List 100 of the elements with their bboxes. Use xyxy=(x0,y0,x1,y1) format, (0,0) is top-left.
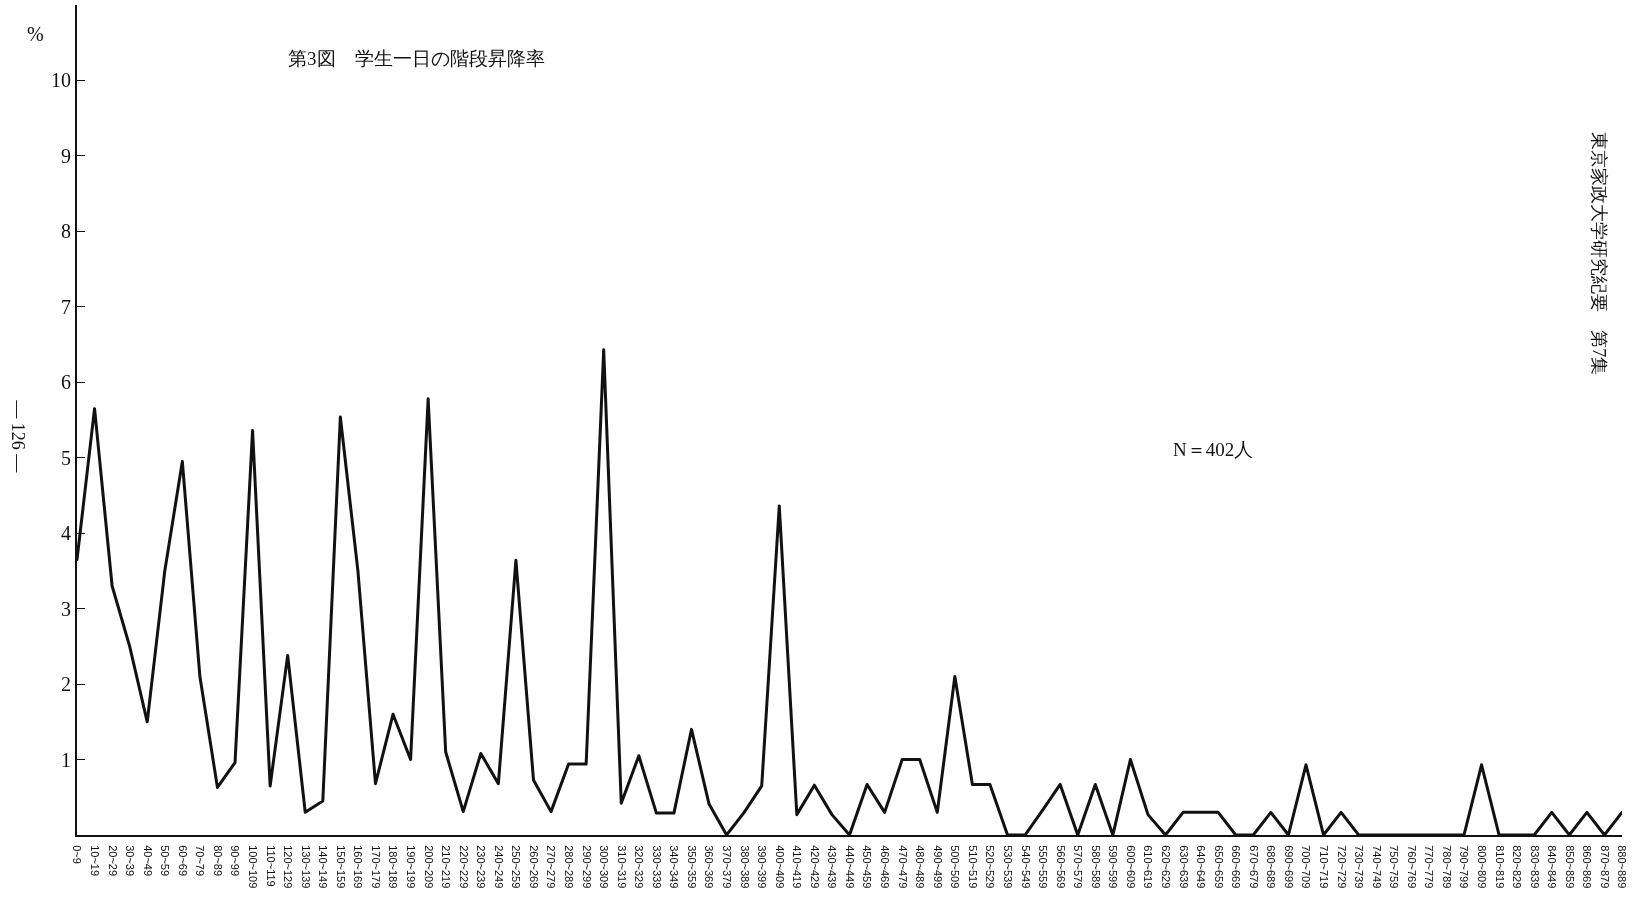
x-tick-label: 130~139 xyxy=(299,845,312,889)
x-tick-label: 100~109 xyxy=(247,845,259,889)
y-tick-label: 8 xyxy=(61,220,71,243)
annotation: 東京家政大学研究紀要 第7集 xyxy=(1588,132,1609,376)
x-tick-label: 690~699 xyxy=(1282,845,1295,889)
y-axis-title: % xyxy=(27,23,44,45)
x-tick-label: 660~669 xyxy=(1230,845,1243,889)
x-tick-label: 530~539 xyxy=(1001,845,1014,889)
x-tick-label: 450~459 xyxy=(861,845,874,889)
text: 第3図 学生一日の階段昇降率 xyxy=(288,48,545,69)
x-tick-label: 620~629 xyxy=(1159,845,1172,889)
x-tick-label: 760~769 xyxy=(1405,845,1418,889)
x-tick-label: 80~89 xyxy=(211,845,224,877)
x-tick-label: 740~749 xyxy=(1370,845,1383,889)
x-tick-label: 460~469 xyxy=(879,845,892,889)
x-tick-label: 60~69 xyxy=(176,845,189,877)
x-tick-label: 330~339 xyxy=(650,845,663,889)
annotation: N＝402人 xyxy=(1173,439,1254,460)
x-tick-label: 590~599 xyxy=(1107,845,1120,889)
x-tick-label: 190~199 xyxy=(405,845,417,889)
x-tick-label: 790~799 xyxy=(1458,845,1471,889)
x-tick-label: 180~189 xyxy=(387,845,400,889)
x-tick-label: 370~379 xyxy=(721,845,734,889)
x-tick-label: 610~619 xyxy=(1142,845,1155,889)
x-tick-label: 510~519 xyxy=(966,845,979,889)
x-tick-label: 20~29 xyxy=(106,845,119,877)
x-tick-label: 810~819 xyxy=(1493,845,1506,889)
x-tick-label: 470~479 xyxy=(896,845,909,889)
x-tick-label: 320~329 xyxy=(633,845,646,889)
x-tick-label: 250~259 xyxy=(510,845,523,889)
x-tick-label: 440~449 xyxy=(843,845,856,889)
x-tick-label: 870~879 xyxy=(1598,845,1611,889)
x-tick-label: 170~179 xyxy=(369,845,382,889)
x-tick-label: 770~779 xyxy=(1423,845,1436,889)
x-tick-label: 520~529 xyxy=(984,845,997,889)
x-tick-label: 860~869 xyxy=(1581,845,1594,889)
x-tick-label: 480~489 xyxy=(914,845,927,889)
y-tick-label: 3 xyxy=(61,597,71,620)
y-tick-label: 10 xyxy=(51,69,71,92)
x-tick-label: 360~369 xyxy=(703,845,716,889)
x-tick-label: 840~849 xyxy=(1546,845,1559,889)
x-tick-label: 400~409 xyxy=(773,845,786,889)
x-tick-label: 600~609 xyxy=(1124,845,1137,889)
x-tick-label: 270~279 xyxy=(545,845,558,889)
x-tick-label: 210~219 xyxy=(440,845,453,889)
x-tick-label: 160~169 xyxy=(352,845,365,889)
y-tick-label: 5 xyxy=(61,446,71,469)
y-tick-label: 9 xyxy=(61,144,71,167)
x-tick-label: 410~419 xyxy=(791,845,804,889)
x-tick-label: 830~839 xyxy=(1528,845,1541,889)
y-tick-label: 4 xyxy=(61,522,71,545)
y-tick-label: 1 xyxy=(61,748,71,771)
x-tick-label: 290~299 xyxy=(580,845,593,889)
x-tick-label: 30~39 xyxy=(124,845,137,877)
x-tick-label: 560~569 xyxy=(1054,845,1067,889)
x-tick-label: 680~689 xyxy=(1265,845,1278,889)
x-tick-label: 800~809 xyxy=(1475,845,1488,889)
x-tick-label: 430~439 xyxy=(826,845,839,889)
x-tick-label: 340~349 xyxy=(668,845,681,889)
x-tick-label: 230~239 xyxy=(475,845,488,889)
x-tick-label: 780~789 xyxy=(1440,845,1453,889)
x-tick-label: 260~269 xyxy=(527,845,540,889)
x-tick-label: 70~79 xyxy=(194,845,207,877)
x-tick-label: 540~549 xyxy=(1019,845,1032,889)
x-tick-label: 310~319 xyxy=(615,845,628,889)
x-tick-label: 570~579 xyxy=(1072,845,1085,889)
x-tick-label: 380~389 xyxy=(738,845,751,889)
x-tick-label: 640~649 xyxy=(1195,845,1208,889)
x-tick-label: 90~99 xyxy=(229,845,242,877)
y-tick-label: 7 xyxy=(61,295,71,318)
x-tick-label: 880~889 xyxy=(1616,845,1629,889)
x-tick-label: 110~119 xyxy=(264,845,277,887)
x-tick-label: 710~719 xyxy=(1317,845,1330,889)
x-tick-label: 730~739 xyxy=(1353,845,1366,889)
x-tick-label: 120~129 xyxy=(282,845,295,889)
x-tick-label: 820~829 xyxy=(1511,845,1524,889)
x-tick-label: 420~429 xyxy=(808,845,821,889)
x-tick-label: 490~499 xyxy=(931,845,944,889)
x-tick-label: 550~559 xyxy=(1037,845,1050,889)
x-tick-label: 720~729 xyxy=(1335,845,1348,889)
x-tick-label: 220~229 xyxy=(457,845,470,889)
x-tick-label: 280~289 xyxy=(563,845,576,889)
x-tick-label: 40~49 xyxy=(141,845,154,877)
x-tick-label: 50~59 xyxy=(159,845,172,877)
x-tick-label: 390~399 xyxy=(756,845,769,889)
x-tick-label: 500~509 xyxy=(949,845,962,889)
x-tick-label: 0~9 xyxy=(71,845,84,864)
x-tick-label: 630~639 xyxy=(1177,845,1190,889)
x-tick-label: 140~149 xyxy=(317,845,330,889)
x-tick-label: 150~159 xyxy=(334,845,347,889)
x-tick-label: 650~659 xyxy=(1212,845,1225,889)
x-tick-label: 300~309 xyxy=(598,845,611,889)
x-tick-label: 850~859 xyxy=(1563,845,1576,889)
x-tick-label: 750~759 xyxy=(1388,845,1401,889)
x-tick-label: 10~19 xyxy=(88,845,101,877)
x-tick-label: 580~589 xyxy=(1089,845,1102,889)
y-tick-label: 6 xyxy=(61,371,71,394)
x-tick-label: 350~359 xyxy=(685,845,698,889)
x-tick-label: 700~709 xyxy=(1300,845,1313,889)
x-tick-label: 200~209 xyxy=(422,845,435,889)
